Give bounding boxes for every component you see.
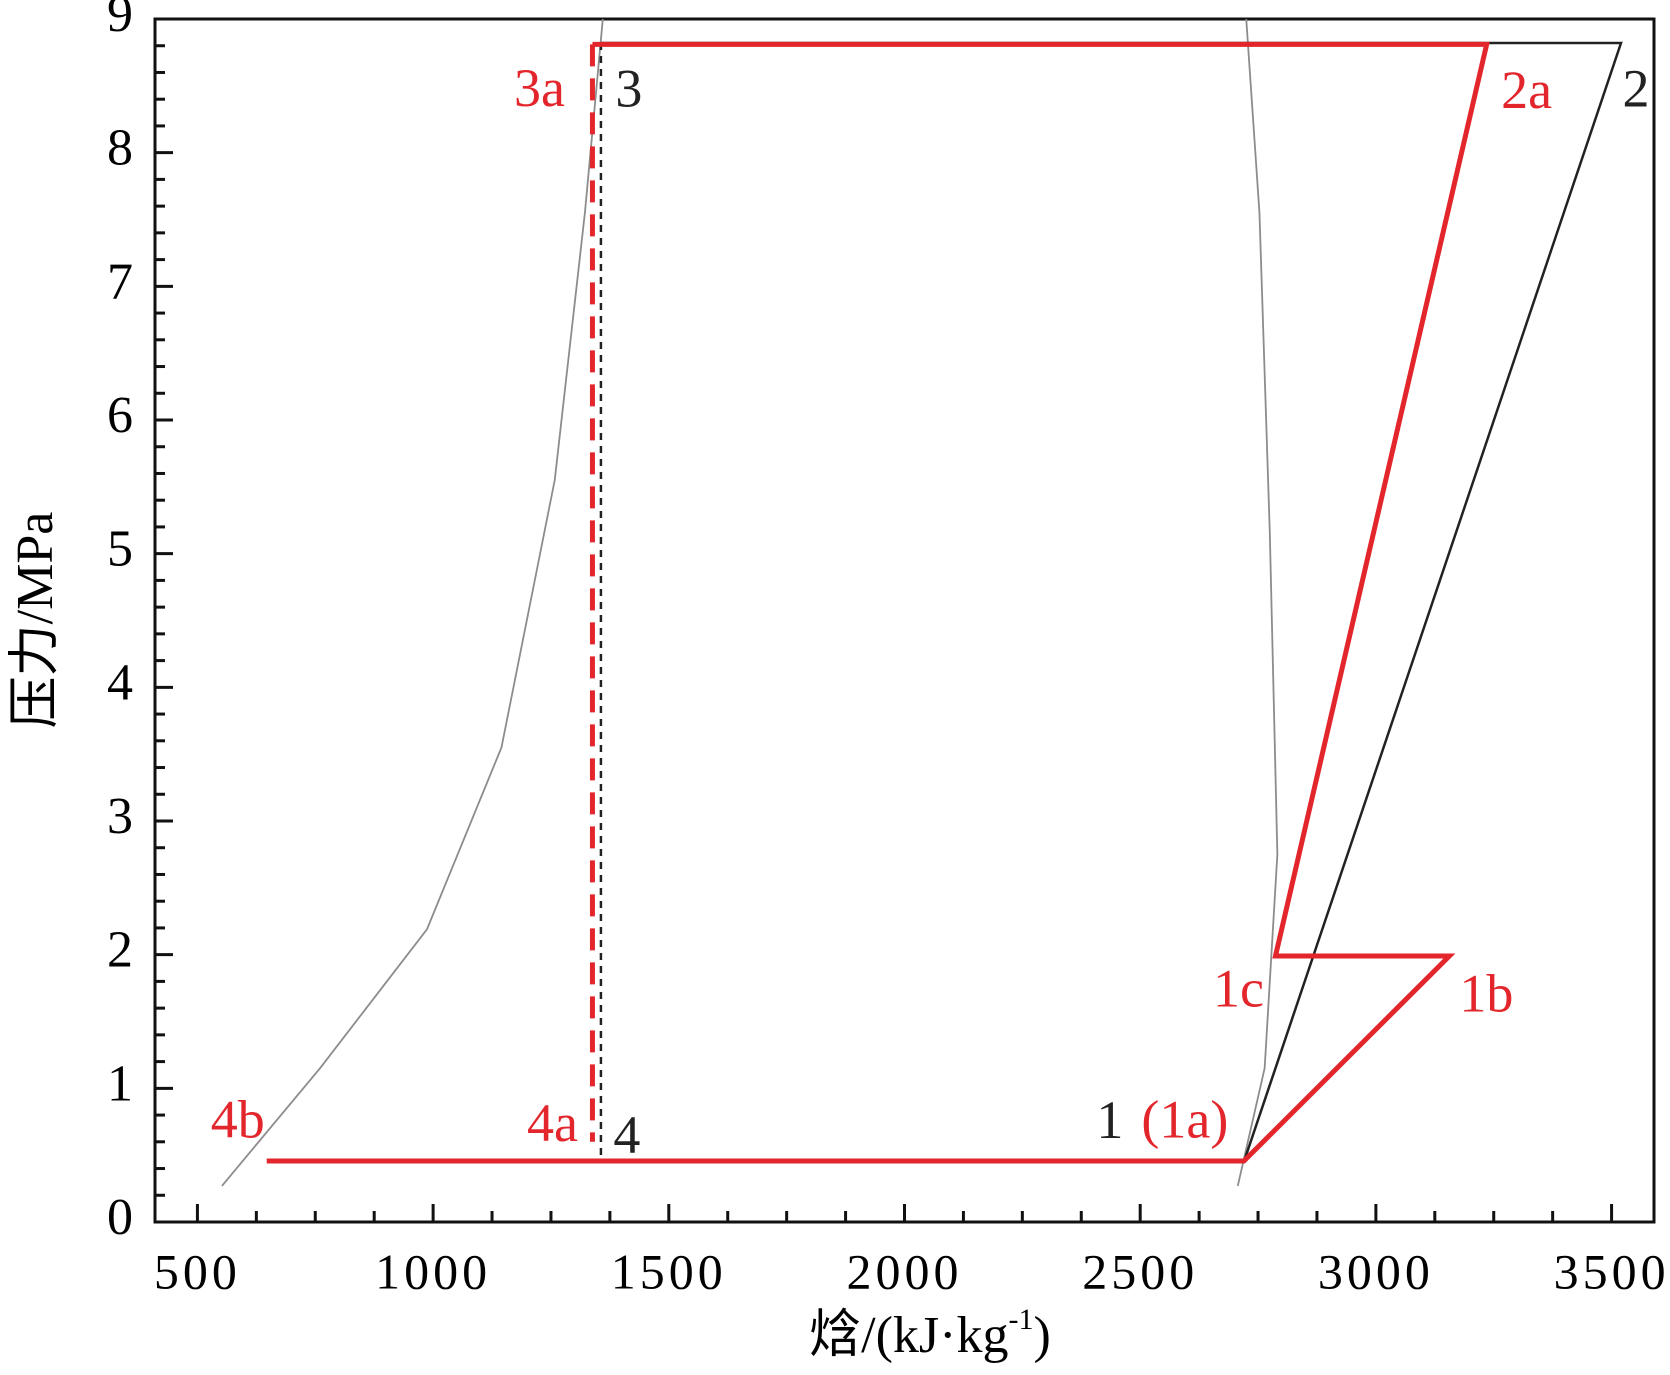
y-axis-label: 压力/MPa [7, 512, 64, 729]
point-label: 3 [615, 58, 642, 118]
point-label: 4b [211, 1089, 265, 1149]
point-label: 1b [1459, 963, 1513, 1023]
x-tick-label: 3000 [1318, 1243, 1434, 1299]
point-label: 4 [613, 1105, 640, 1165]
point-label: 1c [1213, 958, 1264, 1018]
point-label: 1 [1096, 1090, 1123, 1150]
y-tick-label: 2 [107, 922, 133, 979]
x-tick-label: 2500 [1082, 1243, 1198, 1299]
series-line [266, 41, 1490, 1164]
y-tick-label: 8 [107, 120, 133, 177]
series-line [1236, 18, 1279, 1187]
y-tick-label: 9 [107, 0, 133, 43]
x-tick-label: 1500 [611, 1243, 727, 1299]
x-tick-label: 2000 [847, 1243, 963, 1299]
point-label: 2 [1623, 58, 1650, 118]
y-tick-label: 0 [107, 1189, 133, 1246]
y-tick-label: 5 [107, 521, 133, 578]
x-axis-label-sup: -1 [1009, 1303, 1034, 1336]
x-tick-label: 1000 [375, 1243, 491, 1299]
x-axis-label-part: ) [1034, 1307, 1051, 1364]
y-tick-label: 7 [107, 253, 133, 310]
x-axis-label-part: 焓/(kJ·kg [809, 1307, 1008, 1364]
point-label: 3a [514, 58, 565, 118]
point-label: 2a [1501, 60, 1552, 120]
point-label: (1a) [1141, 1089, 1228, 1149]
y-tick-label: 1 [107, 1055, 133, 1112]
y-tick-label: 6 [107, 387, 133, 444]
x-axis-label: 焓/(kJ·kg-1) [809, 1303, 1051, 1364]
x-tick-label: 3500 [1554, 1243, 1670, 1299]
plot-frame [153, 17, 1656, 1224]
series-line [221, 18, 604, 1187]
point-label: 4a [527, 1093, 578, 1153]
y-tick-label: 4 [107, 654, 133, 711]
y-tick-label: 3 [107, 788, 133, 845]
x-tick-label: 500 [154, 1243, 241, 1299]
